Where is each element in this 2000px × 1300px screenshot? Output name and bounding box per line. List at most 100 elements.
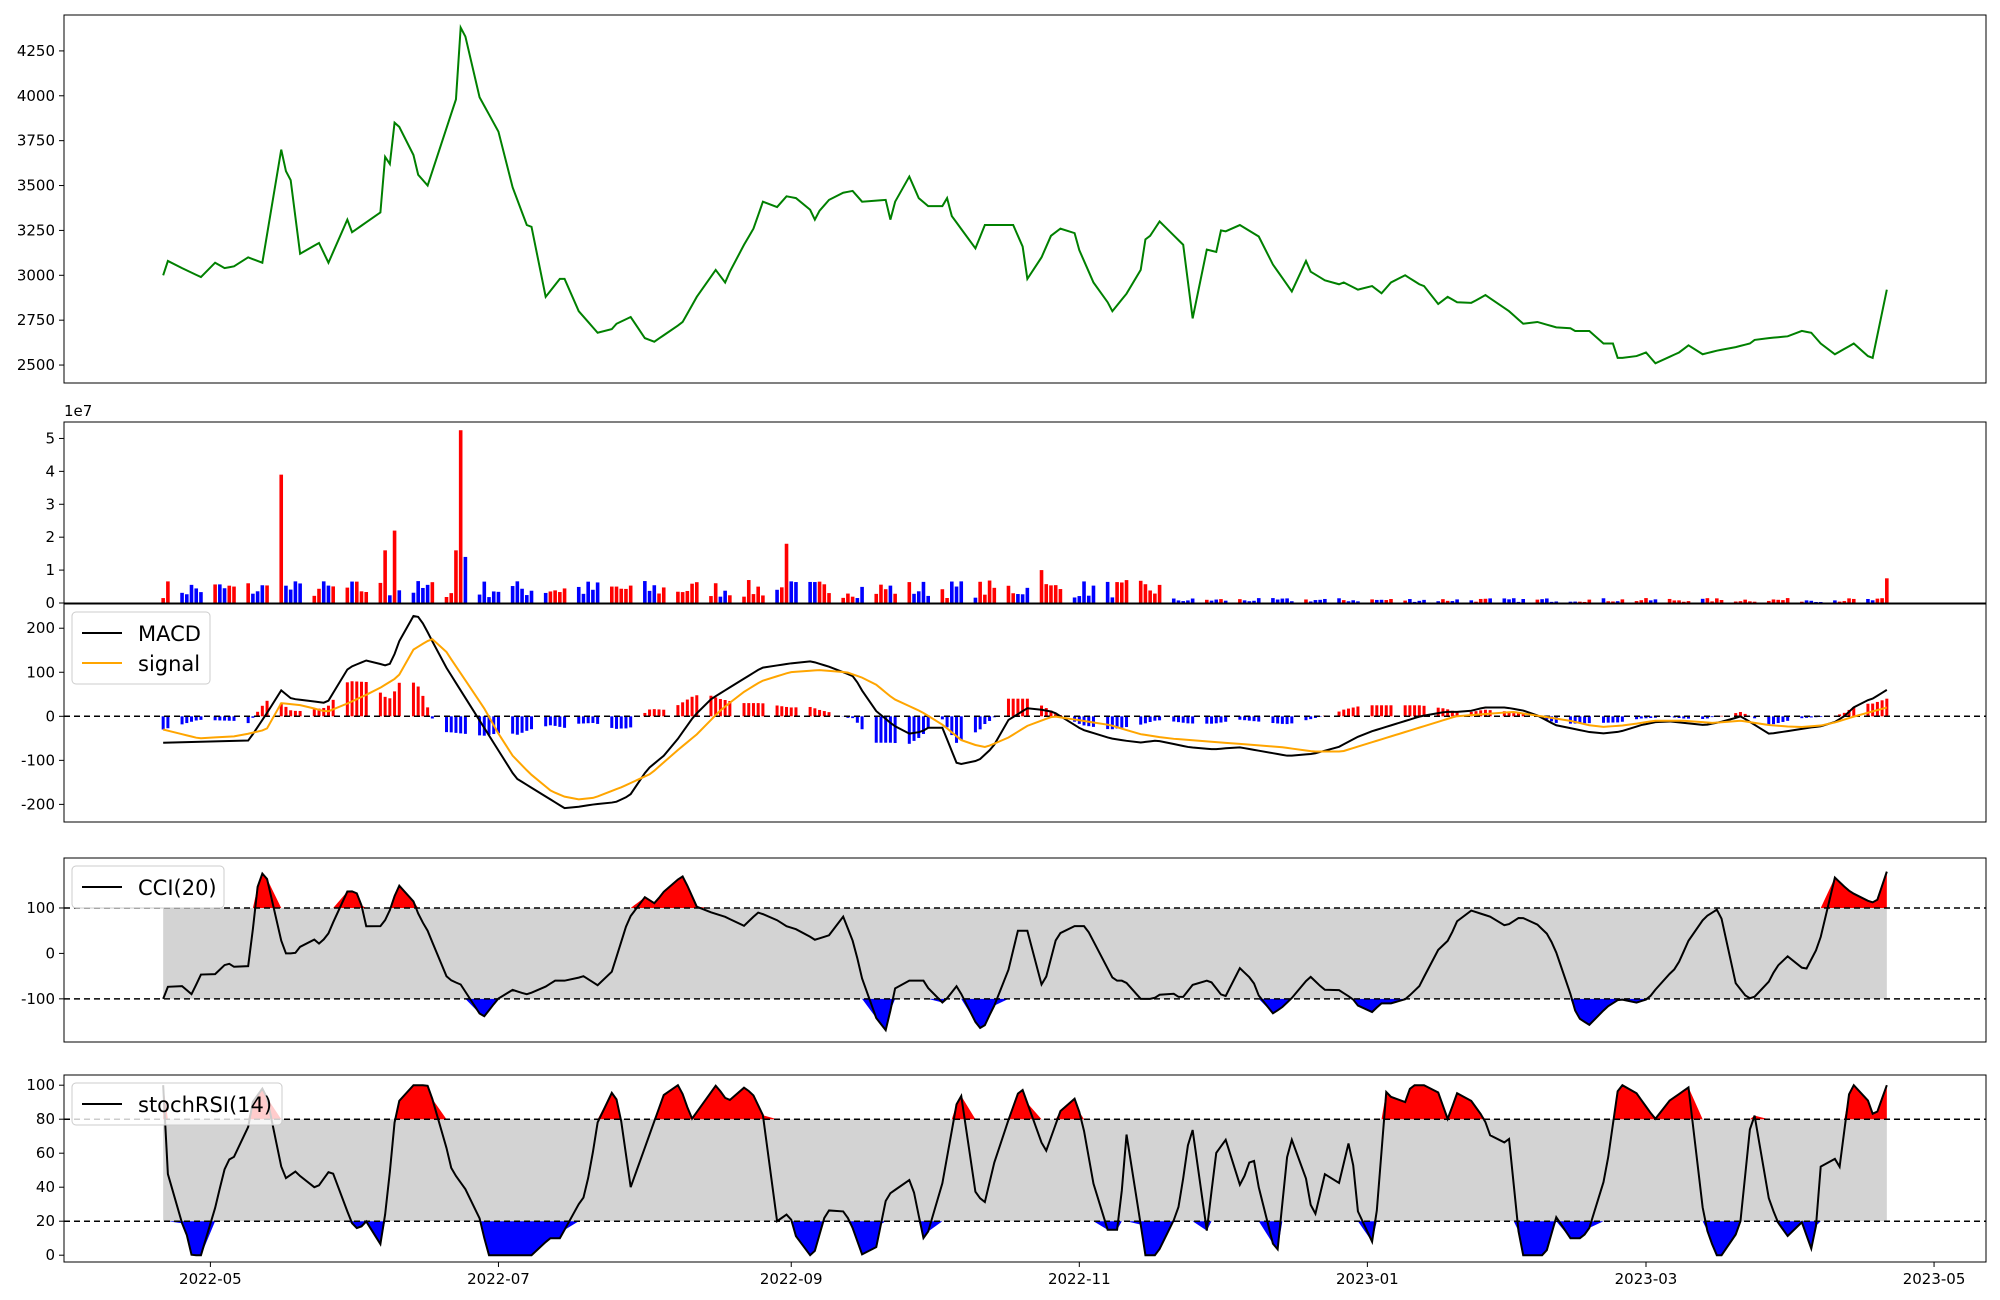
- volume-bar: [548, 591, 553, 603]
- volume-bar: [288, 589, 293, 603]
- macd-histogram-bar: [879, 716, 883, 743]
- macd-histogram-bar: [227, 716, 231, 721]
- macd-histogram-bar: [563, 716, 567, 728]
- volume-bar: [1341, 600, 1346, 603]
- legend-box: [71, 1082, 283, 1126]
- macd-histogram-bar: [846, 716, 850, 718]
- volume-bar: [1077, 596, 1082, 603]
- volume-bar: [784, 543, 789, 603]
- volume-bar: [1785, 598, 1790, 603]
- volume-bar: [1851, 598, 1856, 603]
- macd-histogram-bar: [629, 716, 633, 728]
- volume-bar: [1488, 598, 1492, 603]
- volume-bar: [841, 597, 845, 603]
- volume-bar: [676, 591, 680, 603]
- volume-bar: [813, 582, 817, 603]
- macd-histogram-bar: [1587, 716, 1591, 724]
- volume-bar: [293, 581, 298, 603]
- volume-bar: [1866, 598, 1870, 603]
- volume-bar: [161, 598, 165, 603]
- macd-histogram-bar: [1247, 716, 1251, 721]
- macd-histogram-bar: [1701, 716, 1705, 719]
- volume-bar: [1549, 601, 1554, 603]
- y-tick-label: 0: [45, 707, 55, 725]
- volume-bar: [827, 593, 831, 603]
- volume-bar: [1176, 600, 1181, 603]
- volume-bar: [1436, 601, 1441, 603]
- macd-histogram-bar: [411, 682, 415, 717]
- volume-bar: [279, 474, 284, 603]
- macd-histogram-bar: [959, 716, 963, 741]
- volume-bar: [1323, 598, 1327, 603]
- volume-bar: [742, 596, 746, 603]
- volume-bar: [761, 595, 765, 603]
- volume-bar: [1478, 598, 1483, 603]
- x-tick-label: 2022-07: [467, 1270, 530, 1288]
- volume-bar: [260, 585, 265, 603]
- panel-frame: [63, 603, 1987, 823]
- macd-histogram-bar: [1450, 710, 1454, 717]
- macd-histogram-bar: [685, 699, 689, 717]
- macd-histogram-bar: [185, 716, 189, 724]
- x-tick-label: 2022-11: [1048, 1270, 1111, 1288]
- macd-histogram-bar: [577, 716, 581, 724]
- macd-histogram-bar: [581, 716, 585, 724]
- volume-offset-text: 1e7: [64, 402, 92, 420]
- volume-bar: [1148, 590, 1152, 603]
- macd-histogram-bar: [525, 716, 529, 731]
- volume-bar: [685, 590, 690, 603]
- volume-bar: [421, 587, 425, 603]
- macd-histogram-bar: [232, 716, 236, 721]
- volume-bar: [657, 593, 661, 603]
- volume-bar: [515, 581, 520, 603]
- volume-bar: [1110, 597, 1115, 603]
- macd-histogram-bar: [482, 716, 486, 736]
- volume-bar: [477, 594, 482, 603]
- volume-bar: [1016, 594, 1020, 603]
- macd-histogram-bar: [1120, 716, 1124, 728]
- legend-box: [71, 611, 211, 685]
- macd-histogram-bar: [1380, 705, 1384, 717]
- oversold-fill: [163, 998, 1887, 1031]
- y-tick-label: 2750: [17, 311, 55, 329]
- macd-histogram-bar: [808, 706, 812, 717]
- macd-histogram-bar: [322, 707, 326, 717]
- macd-histogram-bar: [1313, 716, 1317, 718]
- volume-bar: [643, 581, 647, 603]
- volume-bar: [690, 583, 694, 603]
- signal-line: [162, 637, 1888, 801]
- volume-bar: [1450, 601, 1455, 603]
- macd-histogram-bar: [940, 716, 944, 720]
- volume-bar: [1441, 599, 1445, 603]
- macd-histogram-bar: [813, 708, 817, 717]
- volume-bar: [425, 584, 430, 603]
- macd-histogram-bar: [1805, 716, 1809, 718]
- legend: MACD signal: [71, 611, 211, 685]
- y-tick-label: 4250: [17, 42, 55, 60]
- volume-bar: [1143, 584, 1148, 603]
- macd-histogram-bar: [747, 703, 751, 717]
- volume-bar: [723, 590, 727, 603]
- volume-bar: [496, 591, 501, 603]
- volume-bar: [921, 581, 926, 603]
- volume-bar: [1375, 599, 1379, 603]
- macd-histogram-bar: [1337, 711, 1341, 717]
- volume-bar: [458, 430, 463, 603]
- volume-bar: [595, 582, 600, 603]
- volume-bar: [1885, 578, 1889, 603]
- macd-panel: -200 -100 0 100 200 MACD signal: [21, 603, 1987, 823]
- macd-histogram-bar: [983, 716, 987, 725]
- macd-histogram-bar: [1006, 698, 1010, 717]
- volume-bar: [411, 592, 416, 603]
- volume-bar: [520, 588, 524, 603]
- volume-bar: [1715, 598, 1719, 603]
- macd-histogram-bar: [166, 716, 170, 729]
- macd-histogram-bar: [1210, 716, 1214, 724]
- cci-panel: -100 0 100 CCI(20): [21, 857, 1987, 1043]
- volume-bar: [1313, 600, 1318, 603]
- macd-histogram-bar: [1738, 711, 1742, 717]
- macd-histogram-bar: [662, 709, 666, 717]
- volume-bar: [1242, 600, 1247, 603]
- volume-bar: [1776, 599, 1781, 603]
- volume-bar: [746, 580, 751, 603]
